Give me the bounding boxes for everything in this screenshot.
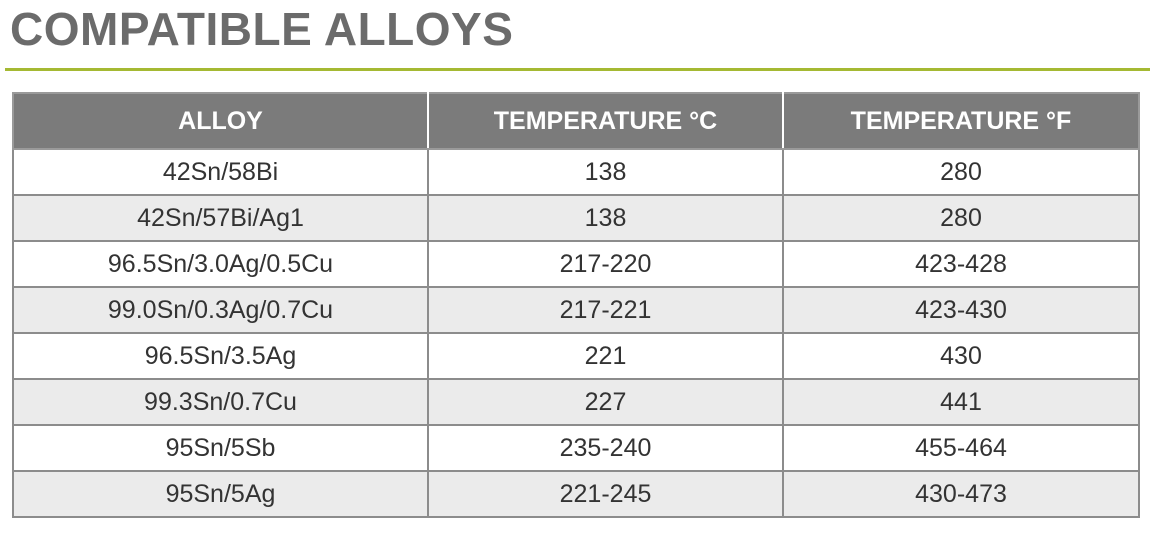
table-cell: 280 <box>782 148 1140 196</box>
table-cell: 423-430 <box>782 286 1140 334</box>
table-cell: 138 <box>427 148 784 196</box>
table-cell: 430-473 <box>782 470 1140 518</box>
table-cell: 221-245 <box>427 470 784 518</box>
table-row: 42Sn/57Bi/Ag1 138 280 <box>12 194 1140 242</box>
table-body: 42Sn/58Bi 138 280 42Sn/57Bi/Ag1 138 280 96.5Sn… <box>12 148 1140 518</box>
column-header: ALLOY <box>12 92 429 150</box>
table-row: 42Sn/58Bi 138 280 <box>12 148 1140 196</box>
table-cell: 138 <box>427 194 784 242</box>
table-row: 96.5Sn/3.5Ag 221 430 <box>12 332 1140 380</box>
table-row: 95Sn/5Sb 235-240 455-464 <box>12 424 1140 472</box>
header-row: ALLOY TEMPERATURE °C TEMPERATURE °F <box>12 92 1140 150</box>
table-cell: 95Sn/5Ag <box>12 470 429 518</box>
table-row: 96.5Sn/3.0Ag/0.5Cu 217-220 423-428 <box>12 240 1140 288</box>
table-cell: 455-464 <box>782 424 1140 472</box>
table-cell: 280 <box>782 194 1140 242</box>
alloy-table: ALLOY TEMPERATURE °C TEMPERATURE °F 42Sn/5… <box>12 92 1140 518</box>
table-cell: 96.5Sn/3.5Ag <box>12 332 429 380</box>
table-cell: 441 <box>782 378 1140 426</box>
table-cell: 99.3Sn/0.7Cu <box>12 378 429 426</box>
table-cell: 227 <box>427 378 784 426</box>
table-cell: 42Sn/58Bi <box>12 148 429 196</box>
table-cell: 96.5Sn/3.0Ag/0.5Cu <box>12 240 429 288</box>
table-cell: 235-240 <box>427 424 784 472</box>
column-header: TEMPERATURE °C <box>427 92 784 150</box>
table-row: 99.0Sn/0.3Ag/0.7Cu 217-221 423-430 <box>12 286 1140 334</box>
page-title: COMPATIBLE ALLOYS <box>10 3 514 55</box>
table-cell: 221 <box>427 332 784 380</box>
table-row: 95Sn/5Ag 221-245 430-473 <box>12 470 1140 518</box>
table-cell: 42Sn/57Bi/Ag1 <box>12 194 429 242</box>
table-cell: 423-428 <box>782 240 1140 288</box>
column-header: TEMPERATURE °F <box>782 92 1140 150</box>
table-cell: 99.0Sn/0.3Ag/0.7Cu <box>12 286 429 334</box>
table-cell: 95Sn/5Sb <box>12 424 429 472</box>
table-cell: 430 <box>782 332 1140 380</box>
table-cell: 217-221 <box>427 286 784 334</box>
table-row: 99.3Sn/0.7Cu 227 441 <box>12 378 1140 426</box>
title-rule <box>5 68 1150 71</box>
table-cell: 217-220 <box>427 240 784 288</box>
